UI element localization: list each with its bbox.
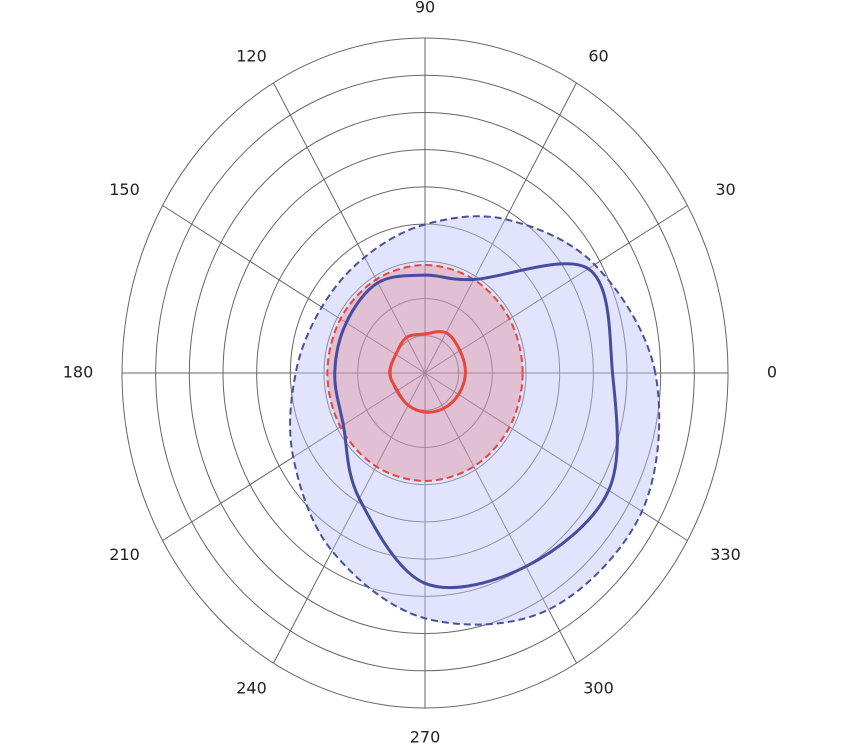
series-line	[388, 330, 467, 414]
grid-spoke	[424, 205, 688, 374]
grid-spoke	[424, 82, 577, 374]
angle-tick-label: 240	[236, 679, 267, 698]
series-line	[326, 264, 524, 482]
series-line	[289, 215, 661, 626]
angle-tick-label: 30	[715, 180, 735, 199]
grid-spoke	[273, 82, 426, 374]
angle-tick-label: 270	[410, 728, 441, 747]
angle-tick-label: 0	[767, 363, 777, 382]
marks	[289, 215, 661, 626]
angle-tick-label: 300	[583, 679, 614, 698]
grid-spoke	[162, 205, 426, 374]
angle-tick-label: 150	[109, 180, 140, 199]
series-line	[333, 262, 619, 590]
angle-tick-label: 330	[710, 545, 741, 564]
grid-spoke	[273, 372, 426, 664]
grid-spoke	[424, 372, 688, 541]
grid-spoke	[424, 372, 577, 664]
angle-tick-label: 120	[236, 46, 267, 65]
angle-tick-label: 60	[588, 46, 608, 65]
angle-tick-label: 210	[109, 545, 140, 564]
angle-tick-label: 90	[415, 0, 435, 17]
grid	[121, 37, 729, 709]
angle-tick-label: 180	[63, 363, 94, 382]
labels: 0 30 60 90 120 150 180 210 240 270 300 330	[63, 0, 777, 747]
